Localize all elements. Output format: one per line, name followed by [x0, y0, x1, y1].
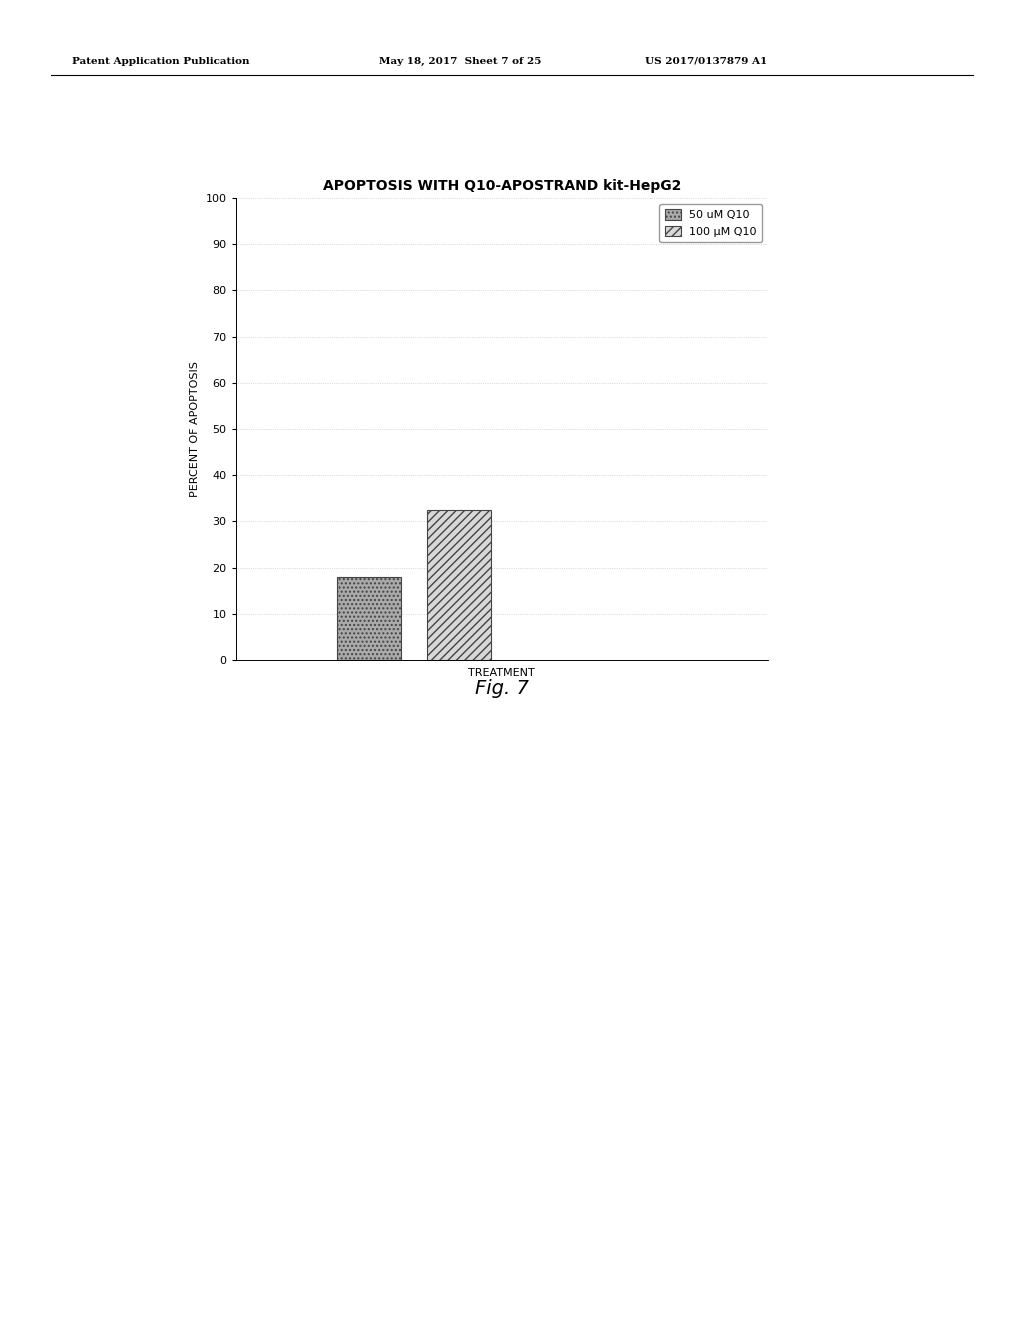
Bar — [337, 577, 400, 660]
X-axis label: TREATMENT: TREATMENT — [468, 668, 536, 678]
Text: Fig. 7: Fig. 7 — [475, 680, 528, 698]
Title: APOPTOSIS WITH Q10-APOSTRAND kit-HepG2: APOPTOSIS WITH Q10-APOSTRAND kit-HepG2 — [323, 178, 681, 193]
Text: Patent Application Publication: Patent Application Publication — [72, 57, 249, 66]
Text: US 2017/0137879 A1: US 2017/0137879 A1 — [645, 57, 767, 66]
Text: May 18, 2017  Sheet 7 of 25: May 18, 2017 Sheet 7 of 25 — [379, 57, 542, 66]
Y-axis label: PERCENT OF APOPTOSIS: PERCENT OF APOPTOSIS — [189, 362, 200, 496]
Legend: 50 uM Q10, 100 μM Q10: 50 uM Q10, 100 μM Q10 — [659, 203, 763, 243]
Bar — [427, 510, 492, 660]
